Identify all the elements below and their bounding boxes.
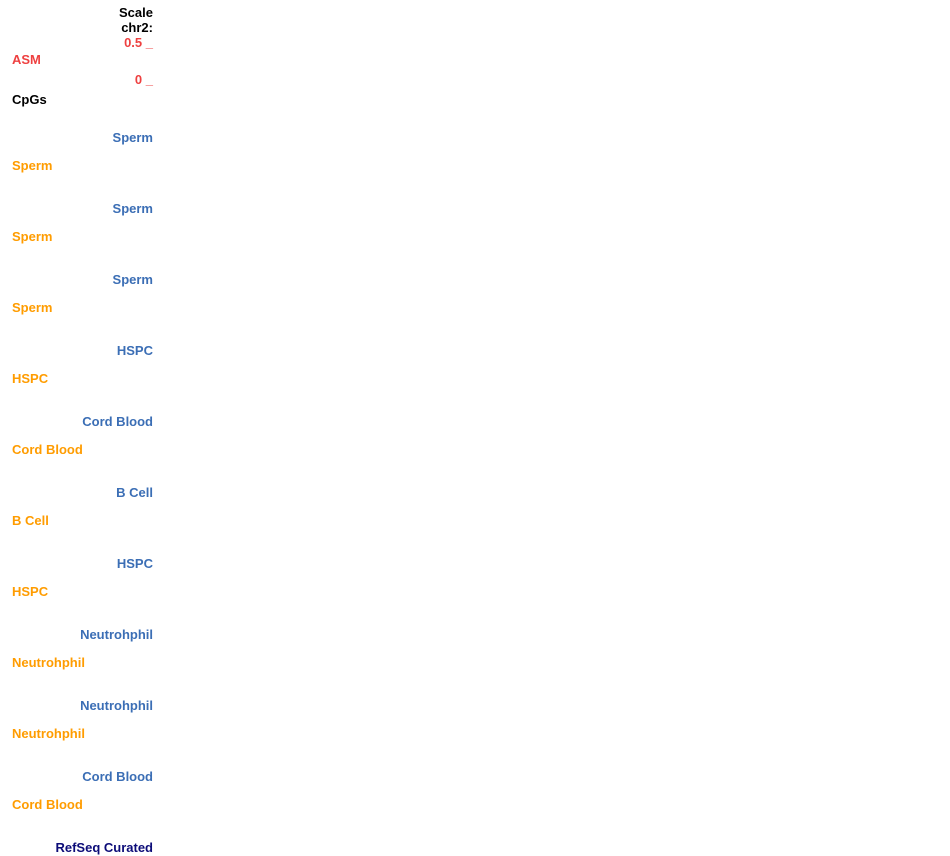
track-right-label[interactable]: HSPC (116, 555, 153, 571)
track-left-label[interactable]: B Cell (12, 512, 49, 528)
track-right-label[interactable]: Cord Blood (82, 413, 153, 429)
asm-scale-max-label: 0.5 _ (124, 35, 153, 50)
asm-scale-min-label: 0 _ (134, 71, 153, 87)
track-left-label[interactable]: Neutrohphil (12, 654, 85, 670)
chromosome-position-label: chr2: (121, 19, 153, 35)
track-left-label[interactable]: HSPC (12, 583, 49, 599)
asm-track-label[interactable]: ASM (12, 51, 41, 67)
track-right-label[interactable]: Neutrohphil (80, 626, 153, 642)
track-left-label[interactable]: Neutrohphil (12, 725, 85, 741)
track-right-label[interactable]: Cord Blood (82, 768, 153, 784)
refseq-curated-track-label[interactable]: RefSeq Curated (55, 839, 153, 855)
track-left-label[interactable]: Cord Blood (12, 796, 83, 812)
cpgs-track-label[interactable]: CpGs (12, 91, 47, 107)
track-left-label[interactable]: Sperm (12, 157, 53, 173)
track-right-label[interactable]: HSPC (116, 342, 153, 358)
track-left-label[interactable]: Cord Blood (12, 441, 83, 457)
track-left-label[interactable]: Sperm (12, 299, 53, 315)
track-right-label[interactable]: B Cell (116, 484, 153, 500)
scale-label: Scale (119, 4, 153, 20)
track-right-label[interactable]: Neutrohphil (80, 697, 153, 713)
track-left-label[interactable]: Sperm (12, 228, 53, 244)
track-right-label[interactable]: Sperm (112, 271, 153, 287)
track-left-label[interactable]: HSPC (12, 370, 49, 386)
track-right-label[interactable]: Sperm (112, 129, 153, 145)
track-right-label[interactable]: Sperm (112, 200, 153, 216)
